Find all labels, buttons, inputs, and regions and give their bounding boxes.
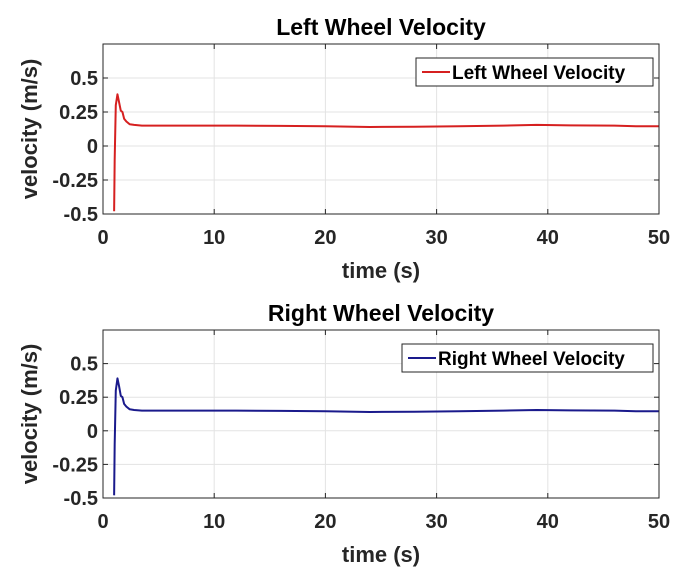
data-point [569, 410, 571, 412]
legend-box [415, 57, 654, 87]
x-tick-label: 30 [425, 511, 447, 533]
x-axis-label: time (s) [342, 542, 420, 567]
y-tick-label: 0.25 [59, 102, 98, 124]
data-point [115, 390, 117, 392]
data-point [280, 125, 282, 127]
x-tick-label: 40 [537, 227, 559, 249]
data-point [113, 210, 115, 212]
x-axis-label: time (s) [342, 258, 420, 283]
data-point [133, 124, 135, 126]
data-point [117, 94, 119, 96]
data-point [369, 411, 371, 413]
data-point [191, 410, 193, 412]
data-point [129, 123, 131, 125]
data-point [123, 403, 125, 405]
x-tick-label: 10 [203, 511, 225, 533]
data-point [113, 495, 115, 497]
data-point [325, 411, 327, 413]
y-tick-label: 0.5 [70, 68, 98, 90]
y-tick-label: 0 [87, 421, 98, 443]
data-point [414, 411, 416, 413]
y-axis-label: velocity (m/s) [17, 59, 42, 200]
data-point [120, 395, 122, 397]
x-tick-label: 0 [97, 227, 108, 249]
data-point [158, 125, 160, 127]
chart-panel-1: 0 10 20 30 40 50 -0.5 -0.25 0 0.25 0.5 Left Wheel V… [17, 14, 670, 283]
y-tick-label: 0.5 [70, 354, 98, 376]
data-point [126, 406, 128, 408]
y-tick-label: 0 [87, 136, 98, 158]
legend-label: Left Wheel Velocity [452, 63, 626, 84]
x-tick-label: 50 [648, 227, 670, 249]
y-tick-label: -0.5 [64, 488, 98, 510]
y-tick-label: -0.25 [52, 170, 98, 192]
data-point [158, 410, 160, 412]
data-point [236, 410, 238, 412]
legend: Right Wheel Velocity [401, 343, 654, 373]
data-point [122, 396, 124, 398]
data-point [414, 126, 416, 128]
y-axis-label: velocity (m/s) [17, 344, 42, 485]
data-point [325, 125, 327, 127]
data-point [536, 124, 538, 126]
data-point [458, 411, 460, 413]
data-point [115, 104, 117, 106]
data-point [118, 102, 120, 104]
data-point [122, 111, 124, 113]
data-point [614, 410, 616, 412]
legend: Left Wheel Velocity [415, 57, 654, 87]
data-point [569, 125, 571, 127]
x-tick-label: 40 [537, 511, 559, 533]
x-tick-label: 20 [314, 227, 336, 249]
data-point [118, 386, 120, 388]
data-point [503, 125, 505, 127]
data-point [614, 125, 616, 127]
data-point [636, 411, 638, 413]
y-tick-label: -0.25 [52, 454, 98, 476]
x-tick-label: 50 [648, 511, 670, 533]
data-point [133, 409, 135, 411]
data-point [280, 410, 282, 412]
data-point [126, 121, 128, 123]
data-point [141, 410, 143, 412]
data-point [114, 443, 116, 445]
data-point [117, 378, 119, 380]
x-tick-label: 0 [97, 511, 108, 533]
data-point [536, 409, 538, 411]
series-line-1 [113, 377, 659, 496]
legend-label: Right Wheel Velocity [438, 349, 625, 370]
data-point [458, 125, 460, 127]
chart-title: Left Wheel Velocity [276, 14, 486, 40]
series-line-1 [113, 93, 659, 212]
data-point [191, 125, 193, 127]
x-tick-label: 10 [203, 227, 225, 249]
data-point [369, 126, 371, 128]
axes-frame [102, 329, 660, 499]
data-point [114, 159, 116, 161]
data-point [636, 125, 638, 127]
data-point [129, 408, 131, 410]
y-tick-label: 0.25 [59, 387, 98, 409]
x-tick-label: 20 [314, 511, 336, 533]
axes-frame [102, 43, 660, 215]
data-point [141, 125, 143, 127]
x-tick-label: 30 [425, 227, 447, 249]
data-point [123, 118, 125, 120]
y-tick-label: -0.5 [64, 204, 98, 226]
legend-box [401, 343, 654, 373]
data-point [236, 125, 238, 127]
chart-title: Right Wheel Velocity [268, 300, 494, 326]
chart-panel-2: 0 10 20 30 40 50 -0.5 -0.25 0 0.25 0.5 Right Wheel … [17, 300, 670, 567]
data-point [503, 410, 505, 412]
data-point [120, 110, 122, 112]
